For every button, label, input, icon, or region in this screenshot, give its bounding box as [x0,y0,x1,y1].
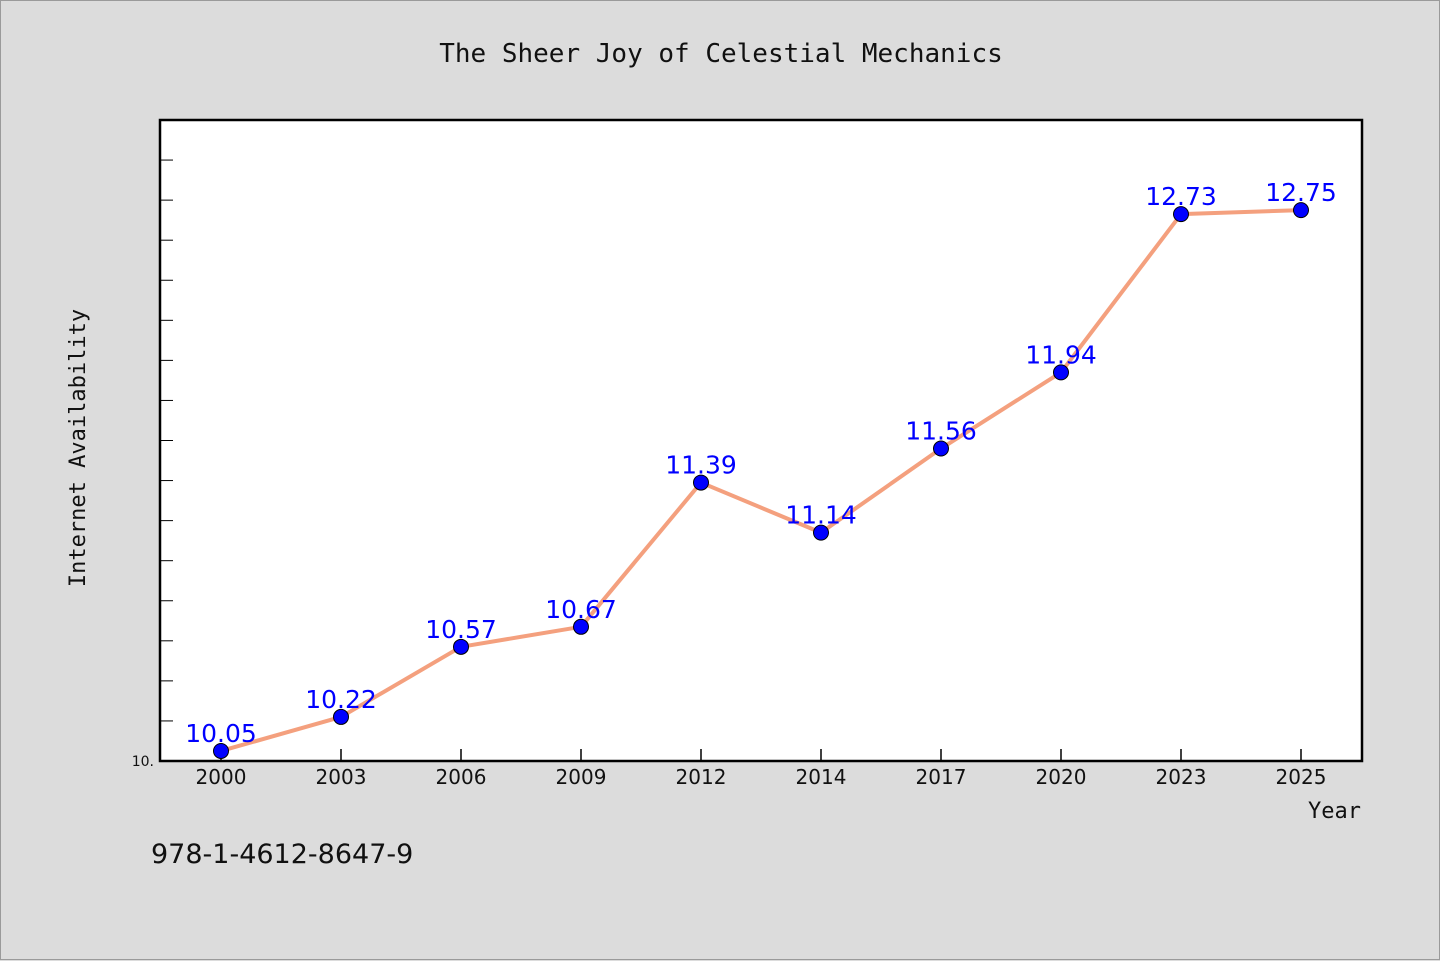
x-tick-label: 2017 [916,765,967,789]
data-point [573,618,589,635]
data-point [813,524,829,541]
data-point [453,638,469,655]
data-label: 10.05 [185,719,257,748]
data-point [1053,364,1069,381]
data-point [213,742,229,759]
x-tick-label: 2012 [676,765,727,789]
x-tick-label: 2003 [316,765,367,789]
data-markers [213,202,1309,759]
data-point [1293,202,1309,219]
data-label: 10.67 [545,595,617,624]
data-point [1173,206,1189,223]
data-label: 10.57 [425,615,497,644]
data-label: 11.94 [1025,340,1097,369]
data-point [693,474,709,491]
data-label: 11.39 [665,451,737,480]
x-tick-label: 2025 [1276,765,1327,789]
data-label: 10.22 [305,685,377,714]
y-axis-ticks [160,119,173,762]
series-line [220,208,1302,753]
data-label: 11.56 [905,417,977,446]
plot-area [158,118,1364,763]
data-labels: 10.05 10.22 10.57 10.67 11.39 11.14 11.56 11.94… [185,178,1337,748]
isbn-text: 978-1-4612-8647-9 [151,839,413,870]
x-axis-title: Year [1308,799,1361,824]
data-point [333,708,349,725]
x-tick-label: 2020 [1036,765,1087,789]
data-label: 12.73 [1145,182,1217,211]
x-tick-label: 2000 [196,765,247,789]
data-point [933,440,949,457]
x-tick-label: 2023 [1156,765,1207,789]
data-label: 11.14 [785,501,857,530]
x-tick-label: 2006 [436,765,487,789]
x-axis: 2000 2003 2006 2009 2012 2014 2017 2020 2023 2025 [196,749,1327,789]
chart-title: The Sheer Joy of Celestial Mechanics [439,39,1003,69]
x-tick-label: 2014 [796,765,847,789]
data-label: 12.75 [1265,178,1337,207]
y-tick-label: 10. [132,754,154,770]
y-axis-title: Internet Availability [66,309,91,587]
x-tick-label: 2009 [556,765,607,789]
